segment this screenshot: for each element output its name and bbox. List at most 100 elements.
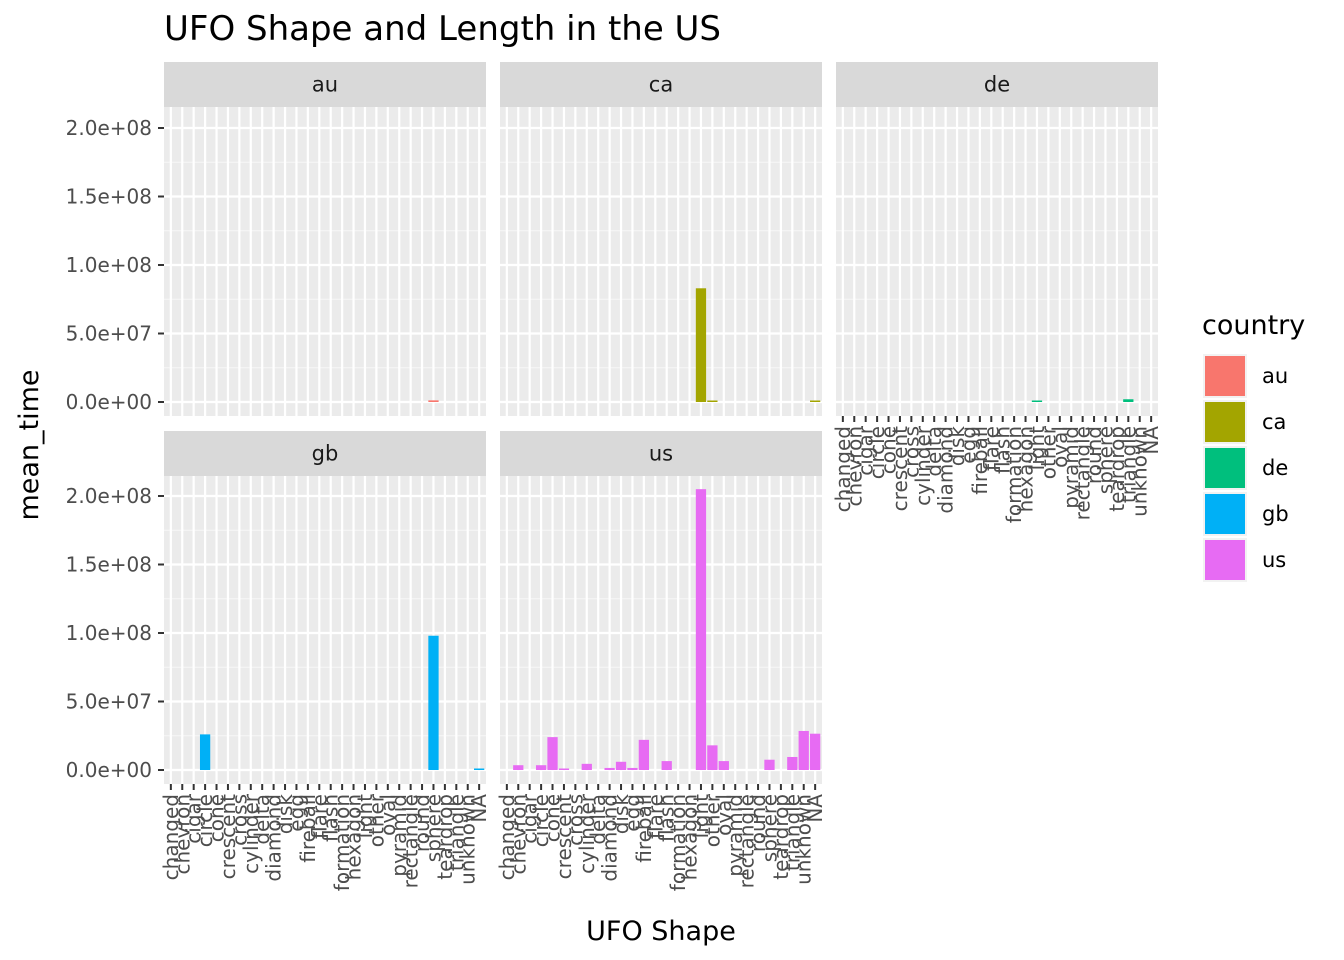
- x-tick-label: crescent: [216, 794, 240, 879]
- y-tick-label: 0.0e+00: [66, 390, 152, 414]
- x-tick-label: crescent: [552, 794, 576, 879]
- panel-background: [500, 476, 822, 784]
- bar-de-triangle: [1123, 399, 1134, 402]
- legend-label-de: de: [1262, 456, 1288, 480]
- bar-us-diamond: [604, 767, 615, 770]
- x-tick-label: diamond: [262, 794, 286, 882]
- bar-gb-sphere: [428, 635, 439, 770]
- y-tick-label: 0.0e+00: [66, 758, 152, 782]
- y-tick-label: 1.0e+08: [66, 621, 152, 645]
- bar-ca-light: [695, 288, 707, 402]
- x-tick-label: pyramid: [1059, 426, 1083, 509]
- bar-us-sphere: [764, 759, 775, 770]
- x-tick-label: other: [364, 793, 388, 847]
- facet-panel-us: us changedchevroncigarcircleconecrescentc…: [495, 431, 827, 891]
- legend: au ca de gb us: [1203, 354, 1289, 582]
- bar-us-chevron: [513, 765, 524, 770]
- panel-background: [836, 107, 1158, 416]
- bar-us-crescent: [558, 768, 570, 770]
- x-tick-label: disk: [945, 426, 969, 467]
- x-tick-label: rectangle: [1071, 426, 1095, 520]
- bar-us-egg: [627, 767, 638, 770]
- bar-gb-NA: [474, 768, 485, 770]
- facet-panel-ca: ca: [500, 62, 822, 416]
- x-tick-label: cigar: [182, 793, 206, 844]
- x-tick-label: flash: [319, 794, 343, 842]
- x-tick-label: cylinder: [239, 793, 263, 874]
- x-tick-label: egg: [284, 794, 308, 832]
- chart-title: UFO Shape and Length in the US: [164, 9, 721, 49]
- x-tick-label: round: [746, 794, 770, 852]
- x-tick-label: oval: [712, 794, 736, 836]
- x-tick-label: chevron: [842, 426, 866, 507]
- x-tick-label: cylinder: [911, 425, 935, 506]
- bar-us-other: [707, 745, 718, 770]
- bar-us-circle: [535, 765, 547, 770]
- y-tick-label: 1.5e+08: [66, 185, 152, 209]
- x-tick-label: delta: [586, 794, 610, 845]
- facet-strip: [164, 431, 486, 476]
- x-tick-label: hexagon: [1014, 426, 1038, 512]
- bar-us-cone: [547, 737, 558, 770]
- x-tick-label: flare: [307, 794, 331, 839]
- legend-label-ca: ca: [1262, 410, 1286, 434]
- legend-label-au: au: [1262, 364, 1288, 388]
- x-tick-label: round: [1082, 426, 1106, 484]
- legend-title: country: [1202, 310, 1305, 341]
- x-tick-label: disk: [273, 794, 297, 835]
- legend-key-gb: [1205, 494, 1245, 534]
- legend-label-gb: gb: [1262, 502, 1289, 526]
- x-tick-label: cigar: [518, 793, 542, 844]
- x-tick-label: fireball: [296, 794, 320, 863]
- facet-strip-label: us: [649, 442, 673, 466]
- x-tick-label: cigar: [854, 425, 878, 476]
- facet-strip-label: au: [312, 73, 338, 97]
- x-tick-label: changed: [831, 426, 855, 512]
- x-tick-label: round: [410, 794, 434, 852]
- x-tick-label: diamond: [934, 426, 958, 514]
- bar-au-sphere: [428, 400, 439, 402]
- bar-ca-NA: [810, 400, 821, 402]
- x-tick-label: hexagon: [342, 794, 366, 880]
- bar-ca-other: [707, 400, 718, 402]
- x-tick-label: unknown: [1128, 426, 1152, 517]
- panel-background: [164, 107, 486, 416]
- x-tick-label: cross: [899, 426, 923, 478]
- x-tick-label: cone: [205, 794, 229, 842]
- bar-us-unknown: [798, 730, 809, 770]
- y-tick-label: 2.0e+08: [66, 484, 152, 508]
- x-tick-label: oval: [1048, 426, 1072, 468]
- x-tick-label: pyramid: [387, 794, 411, 877]
- facet-panel-de: de changedchevroncigarcircleconecrescentc…: [831, 62, 1163, 523]
- facet-panel-au: au 0.0e+00 5.0e+07 1.0e+08 1.5e+08 2.0e+08: [66, 62, 486, 416]
- x-tick-label: teardrop: [433, 794, 457, 880]
- x-tick-label: flare: [643, 794, 667, 839]
- x-tick-label: flash: [991, 426, 1015, 474]
- panel-background: [500, 107, 822, 416]
- x-tick-label: light: [689, 794, 713, 838]
- x-tick-label: flare: [979, 426, 1003, 471]
- bar-us-cylinder: [581, 763, 592, 770]
- facet-panels: au 0.0e+00 5.0e+07 1.0e+08 1.5e+08 2.0e+08 ca d…: [66, 62, 1163, 891]
- bar-us-oval: [718, 761, 729, 770]
- x-tick-label: NA: [803, 794, 827, 823]
- facet-strip-label: ca: [649, 73, 673, 97]
- x-tick-label: pyramid: [723, 794, 747, 877]
- facet-strip: [500, 62, 822, 107]
- x-tick-label: rectangle: [399, 794, 423, 888]
- x-tick-label: unknown: [792, 794, 816, 885]
- x-tick-label: formation: [666, 794, 690, 891]
- y-tick-label: 1.0e+08: [66, 253, 152, 277]
- x-tick-label: formation: [1002, 426, 1026, 523]
- y-tick-label: 2.0e+08: [66, 116, 152, 140]
- x-tick-label: disk: [609, 794, 633, 835]
- x-tick-label: delta: [250, 794, 274, 845]
- bar-de-light: [1031, 400, 1043, 402]
- x-tick-label: chevron: [170, 794, 194, 875]
- x-tick-label: circle: [529, 794, 553, 847]
- x-tick-label: changed: [495, 794, 519, 880]
- x-tick-label: NA: [1139, 426, 1163, 455]
- x-tick-label: egg: [620, 794, 644, 832]
- x-tick-label: cone: [541, 794, 565, 842]
- y-axis-title: mean_time: [14, 369, 45, 520]
